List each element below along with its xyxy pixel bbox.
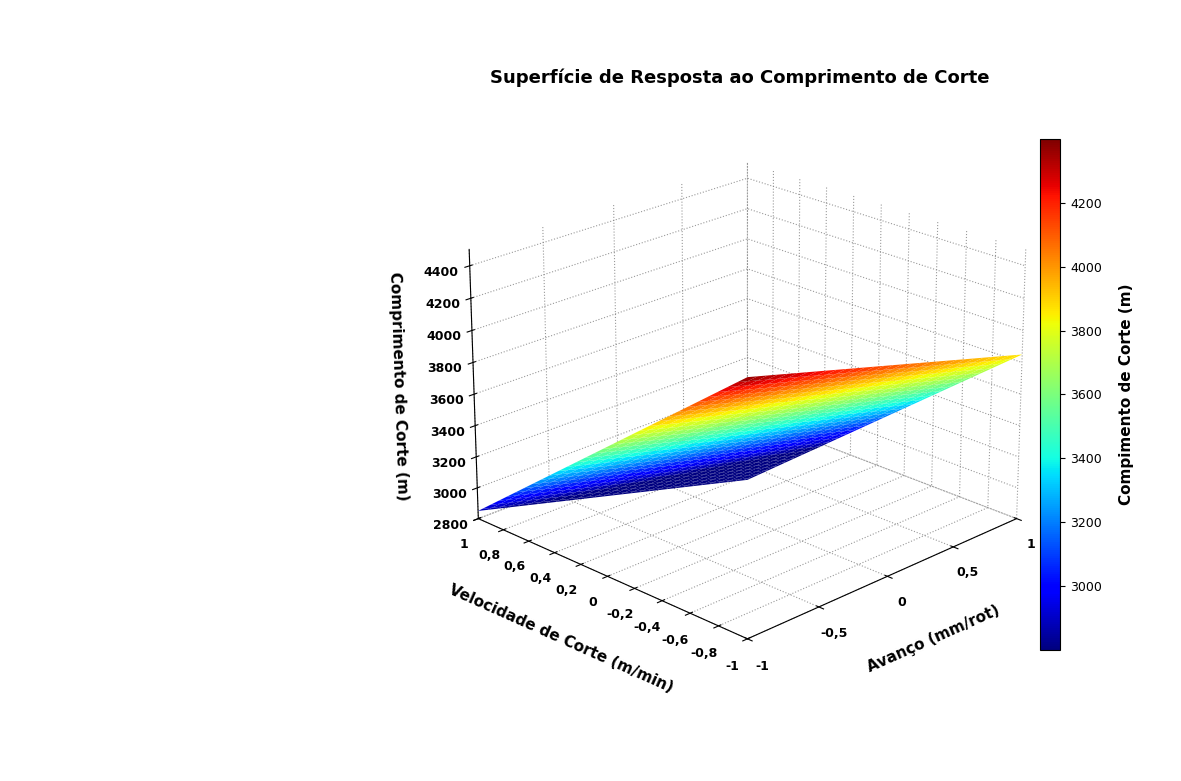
- Y-axis label: Compimento de Corte (m): Compimento de Corte (m): [1118, 284, 1134, 505]
- X-axis label: Avanço (mm/rot): Avanço (mm/rot): [864, 603, 1001, 675]
- Y-axis label: Velocidade de Corte (m/min): Velocidade de Corte (m/min): [448, 583, 676, 695]
- Title: Superfície de Resposta ao Comprimento de Corte: Superfície de Resposta ao Comprimento de…: [490, 68, 988, 87]
